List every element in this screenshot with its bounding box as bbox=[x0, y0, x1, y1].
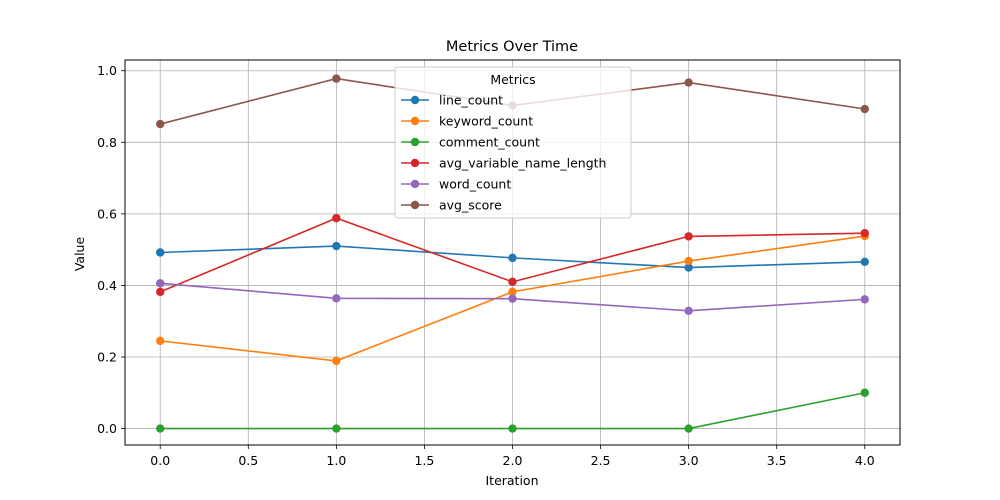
legend-item: keyword_count bbox=[401, 114, 533, 129]
legend-swatch-marker bbox=[410, 137, 420, 147]
chart-title: Metrics Over Time bbox=[446, 39, 578, 55]
legend-label: avg_score bbox=[439, 198, 502, 213]
data-point bbox=[684, 263, 693, 272]
data-point bbox=[332, 294, 341, 303]
ticks: 0.0 0.5 1.0 1.5 2.0 2.5 3.0 3.5 4.0 0.0 0.2 0.4 0.6 0… bbox=[97, 63, 875, 468]
x-axis-label: Iteration bbox=[485, 473, 538, 488]
data-point bbox=[508, 253, 517, 263]
data-point bbox=[684, 306, 693, 316]
x-tick-label: 1.0 bbox=[326, 453, 346, 468]
series-keyword_count bbox=[156, 231, 869, 366]
legend-box bbox=[394, 66, 632, 219]
y-tick-label: 0.8 bbox=[97, 135, 117, 150]
data-point bbox=[332, 424, 341, 433]
x-tick-label: 3.0 bbox=[679, 453, 699, 468]
x-tick-label: 2.0 bbox=[503, 453, 523, 468]
legend: Metrics line_count keyword_count comment_co… bbox=[394, 66, 632, 219]
legend-label: avg_variable_name_length bbox=[439, 156, 606, 171]
legend-swatch-marker bbox=[410, 95, 420, 105]
data-point bbox=[508, 287, 517, 297]
data-point bbox=[332, 74, 341, 83]
data-point bbox=[156, 287, 165, 297]
legend-label: line_count bbox=[439, 93, 503, 108]
data-point bbox=[332, 213, 341, 223]
x-tick-label: 4.0 bbox=[855, 453, 875, 468]
legend-label: word_count bbox=[439, 177, 511, 192]
legend-item: avg_score bbox=[401, 198, 502, 213]
data-point bbox=[684, 78, 693, 87]
data-point bbox=[860, 104, 869, 114]
y-tick-label: 0.0 bbox=[97, 421, 117, 436]
y-tick-label: 0.6 bbox=[97, 206, 117, 221]
y-axis-label: Value bbox=[72, 237, 87, 272]
x-tick-label: 0.0 bbox=[150, 453, 170, 468]
data-point bbox=[684, 256, 693, 266]
legend-item: line_count bbox=[401, 93, 503, 108]
data-point bbox=[508, 277, 517, 287]
data-point bbox=[508, 424, 517, 433]
series-word_count bbox=[156, 279, 869, 316]
x-tick-label: 0.5 bbox=[238, 453, 258, 468]
x-tick-label: 2.5 bbox=[591, 453, 611, 468]
data-point bbox=[156, 336, 165, 346]
legend-title: Metrics bbox=[490, 72, 535, 87]
data-point bbox=[860, 228, 869, 238]
data-point bbox=[684, 232, 693, 241]
y-tick-label: 0.2 bbox=[97, 349, 117, 364]
data-point bbox=[860, 295, 869, 304]
legend-swatch-marker bbox=[410, 116, 420, 126]
data-point bbox=[156, 248, 165, 257]
legend-swatch-marker bbox=[410, 179, 420, 189]
series-line_count bbox=[156, 241, 869, 272]
y-tick-label: 0.4 bbox=[97, 278, 117, 293]
series-layer bbox=[156, 74, 869, 433]
data-point bbox=[332, 356, 341, 366]
data-point bbox=[156, 119, 165, 129]
data-point bbox=[508, 294, 517, 303]
data-point bbox=[332, 241, 341, 251]
legend-item: avg_variable_name_length bbox=[401, 156, 606, 171]
x-tick-label: 3.5 bbox=[767, 453, 787, 468]
data-point bbox=[156, 279, 165, 288]
legend-swatch-marker bbox=[410, 158, 420, 168]
series-comment_count bbox=[156, 388, 869, 433]
legend-item: comment_count bbox=[401, 135, 540, 150]
legend-swatch-marker bbox=[410, 200, 420, 210]
data-point bbox=[860, 388, 869, 397]
data-point bbox=[684, 424, 693, 433]
legend-item: word_count bbox=[401, 177, 511, 192]
data-point bbox=[156, 424, 165, 433]
legend-label: keyword_count bbox=[439, 114, 533, 129]
series-avg_variable_name_length bbox=[156, 213, 869, 297]
legend-label: comment_count bbox=[439, 135, 540, 150]
x-tick-label: 1.5 bbox=[414, 453, 434, 468]
y-tick-label: 1.0 bbox=[97, 63, 117, 78]
data-point bbox=[860, 257, 869, 267]
